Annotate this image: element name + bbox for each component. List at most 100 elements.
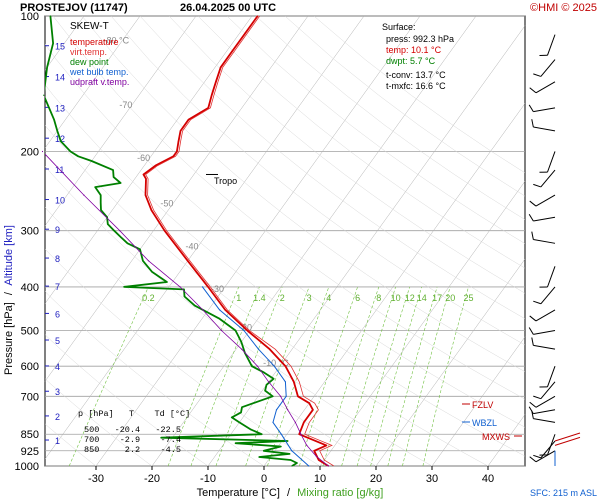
curve-point	[94, 186, 96, 188]
mixing-ratio-line-0.2	[68, 286, 149, 466]
altitude-label-7: 7	[55, 282, 60, 292]
dry-adiabat	[45, 423, 97, 466]
curve-point	[272, 395, 274, 397]
curve-point	[257, 348, 260, 350]
wind-barbs	[528, 34, 581, 466]
curve-point	[300, 433, 302, 435]
curve-point	[123, 286, 125, 288]
dry-adiabat	[110, 16, 525, 346]
mixing-ratio-line-1.4	[190, 286, 260, 466]
wind-barb-flag	[529, 401, 537, 408]
curve-point	[43, 94, 45, 96]
level-table-row-850: 850 2.2 -4.5	[84, 445, 181, 455]
curve-point	[261, 433, 263, 435]
dry-adiabat	[45, 334, 209, 466]
curve-point	[263, 450, 265, 452]
dry-adiabat	[45, 43, 525, 428]
x-tick-label--20: -20	[144, 473, 160, 485]
x-tick-label-10: 10	[314, 473, 326, 485]
curve-point	[272, 421, 274, 423]
isotherm-label-3: -50	[160, 199, 173, 209]
mixing-ratio-label-2: 1.4	[253, 293, 266, 303]
mixing-ratio-line-25	[422, 286, 469, 466]
curve-point	[275, 409, 278, 411]
isotherm-label-1: -70	[119, 100, 132, 110]
dry-adiabat	[45, 125, 489, 466]
wind-barb-staff	[533, 344, 556, 350]
level-table: p [hPa] T Td [°C] 500 -20.4 -22.5 700 -2…	[78, 409, 190, 455]
curve-point	[69, 150, 72, 153]
curve-wet-bulb-temp-	[202, 286, 310, 466]
isotherm--80	[44, 15, 141, 149]
curve-point	[220, 329, 223, 332]
curve-point	[268, 381, 270, 383]
curve-point	[258, 456, 260, 458]
curve-point	[120, 182, 122, 184]
legend-temperature: temperature	[70, 37, 119, 47]
y-axis-title: Pressure [hPa] / Altitude [km]	[3, 225, 15, 375]
y-tick-label-200: 200	[21, 146, 39, 158]
isotherm--30	[95, 15, 421, 467]
y-axis-label-separator: /	[3, 291, 15, 295]
mixing-ratio-label-13: 25	[463, 293, 473, 303]
curve-point	[285, 395, 287, 397]
curve-point	[293, 381, 295, 383]
curve-point	[179, 130, 182, 132]
curve-point	[264, 390, 266, 392]
altitude-label-1: 1	[55, 436, 60, 446]
curve-temperature	[142, 16, 329, 466]
altitude-label-10: 10	[55, 196, 65, 206]
mixing-ratio-line-8	[322, 286, 380, 466]
curve-virt-temp	[145, 16, 335, 466]
mixing-ratio-label-10: 14	[417, 293, 427, 303]
curve-point	[269, 348, 271, 350]
curve-point	[177, 140, 180, 142]
curve-point	[112, 169, 114, 171]
wind-barb-flag	[528, 213, 534, 222]
curve-point	[201, 286, 204, 288]
mixing-ratio-label-12: 20	[445, 293, 455, 303]
svg-text:Pressure [hPa] / A: Pressure [hPa] / Altitude [km]	[3, 225, 15, 375]
isotherm-label-0: -80 °C	[103, 35, 129, 45]
surface-tmxfc: t-mxfc: 16.6 °C	[386, 81, 446, 91]
curve-point	[194, 305, 196, 307]
wind-barb-staff	[533, 216, 556, 222]
surface-info: Surface: press: 992.3 hPa temp: 10.1 °C …	[382, 22, 454, 91]
isotherm-label-7: -10 °C	[263, 358, 289, 368]
mixing-ratio-line-17	[387, 286, 438, 466]
curve-point	[183, 295, 186, 298]
wbzl-label: WBZL	[472, 418, 497, 428]
level-markers: FZLV WBZL MXWS	[462, 400, 522, 442]
altitude-label-4: 4	[55, 362, 60, 372]
dry-adiabat	[52, 16, 525, 400]
curve-point	[49, 15, 52, 17]
isotherm--40	[44, 15, 365, 460]
curve-point	[100, 194, 102, 196]
curve-point	[291, 450, 293, 452]
dry-adiabat	[284, 16, 525, 197]
curve-point	[287, 409, 289, 411]
level-table-header: p [hPa] T Td [°C]	[78, 409, 190, 419]
curve-point	[46, 66, 48, 68]
curve-point	[202, 309, 204, 311]
curve-point	[308, 402, 310, 404]
curve-point	[273, 378, 275, 380]
curve-point	[218, 317, 220, 319]
surface-dwpt: dwpt: 5.7 °C	[386, 56, 436, 66]
curve-point	[187, 119, 190, 121]
wind-barb-flag	[529, 87, 537, 94]
curve-point	[113, 230, 115, 232]
curve-point	[91, 160, 93, 162]
surface-tconv: t-conv: 13.7 °C	[386, 70, 446, 80]
altitude-label-2: 2	[55, 412, 60, 422]
surface-press: press: 992.3 hPa	[386, 34, 454, 44]
x-tick-label--30: -30	[88, 473, 104, 485]
wind-barb-staff	[535, 450, 556, 463]
isotherm--90	[44, 15, 85, 71]
mixing-ratio-label-6: 6	[355, 293, 360, 303]
curve-point	[160, 437, 162, 439]
wind-barb-staff	[540, 169, 556, 188]
wind-barb-flag	[531, 410, 534, 419]
curve-point	[265, 384, 268, 386]
y-tick-label-400: 400	[21, 282, 39, 294]
